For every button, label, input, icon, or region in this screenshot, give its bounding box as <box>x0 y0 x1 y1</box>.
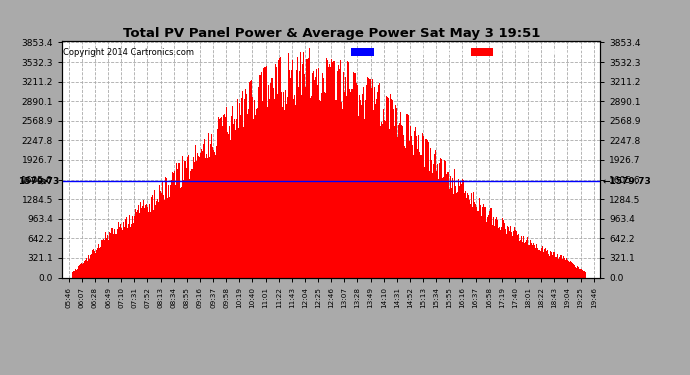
Text: ←1579.73: ←1579.73 <box>603 177 652 186</box>
Text: 1579.73: 1579.73 <box>18 177 59 186</box>
Text: Copyright 2014 Cartronics.com: Copyright 2014 Cartronics.com <box>63 48 194 57</box>
Title: Total PV Panel Power & Average Power Sat May 3 19:51: Total PV Panel Power & Average Power Sat… <box>123 27 540 40</box>
Legend: Average  (DC Watts), PV Panels  (DC Watts): Average (DC Watts), PV Panels (DC Watts) <box>349 46 595 58</box>
